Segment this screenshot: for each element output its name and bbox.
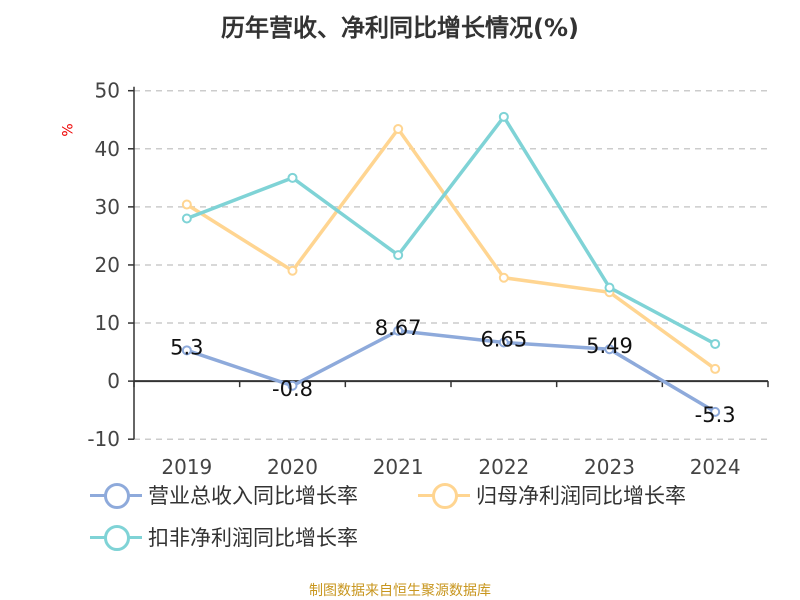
data-point	[498, 111, 509, 122]
y-tick-label: -10	[87, 427, 120, 451]
data-point	[393, 325, 404, 336]
legend-marker-icon	[90, 483, 142, 509]
data-point	[604, 282, 615, 293]
data-point	[181, 199, 192, 210]
source-note: 制图数据来自恒生聚源数据库	[309, 583, 491, 599]
data-label: 8.67	[375, 316, 422, 340]
data-label: -5.3	[695, 403, 736, 427]
legend-marker-icon	[90, 525, 142, 551]
data-point	[287, 172, 298, 183]
y-tick-label: 30	[95, 195, 120, 219]
legend-label: 归母净利润同比增长率	[476, 484, 686, 508]
data-point	[287, 380, 298, 391]
y-tick-label: 40	[95, 137, 120, 161]
y-tick-label: 10	[95, 311, 120, 335]
data-point	[710, 338, 721, 349]
data-label: 6.65	[480, 327, 527, 351]
data-point	[604, 344, 615, 355]
legend-item-1[interactable]: 归母净利润同比增长率	[418, 480, 686, 510]
data-point	[498, 272, 509, 283]
y-tick-label: 50	[95, 79, 120, 103]
data-point	[498, 337, 509, 348]
x-tick-label: 2022	[478, 455, 529, 479]
legend-marker-icon	[418, 483, 470, 509]
data-label: 5.49	[586, 334, 633, 358]
series-line	[186, 113, 716, 346]
series-line	[185, 126, 717, 371]
data-point	[181, 213, 192, 224]
data-point	[393, 250, 404, 261]
legend-item-2[interactable]: 扣非净利润同比增长率	[90, 522, 358, 552]
data-label: 5.3	[170, 335, 203, 359]
x-tick-label: 2020	[267, 455, 318, 479]
series-line	[186, 328, 717, 414]
y-tick-label: 20	[95, 253, 120, 277]
x-tick-label: 2019	[161, 455, 212, 479]
data-label: -0.8	[272, 377, 313, 401]
x-tick-label: 2021	[373, 455, 424, 479]
chart-title: 历年营收、净利同比增长情况(%)	[221, 14, 579, 42]
legend-label: 扣非净利润同比增长率	[148, 526, 358, 550]
x-tick-label: 2023	[584, 455, 635, 479]
legend-label: 营业总收入同比增长率	[148, 484, 358, 508]
data-point	[181, 345, 192, 356]
data-point	[393, 124, 404, 135]
x-tick-label: 2024	[690, 455, 741, 479]
y-tick-label: 0	[107, 369, 120, 393]
data-point	[710, 363, 721, 374]
data-point	[287, 265, 298, 276]
legend-item-0[interactable]: 营业总收入同比增长率	[90, 480, 358, 510]
data-point	[710, 406, 721, 417]
